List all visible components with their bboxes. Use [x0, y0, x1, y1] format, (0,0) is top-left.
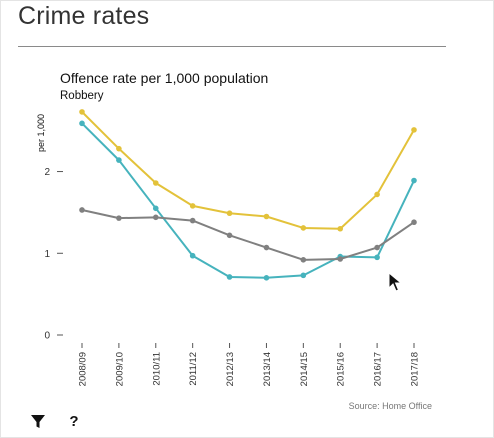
data-point — [116, 157, 122, 163]
data-point — [300, 272, 307, 279]
data-point — [374, 254, 380, 261]
y-tick-label: 2 — [44, 167, 50, 178]
mouse-cursor-icon — [388, 272, 402, 292]
help-button[interactable]: ? — [69, 413, 79, 430]
data-point — [337, 256, 344, 262]
y-tick-label: 1 — [44, 249, 50, 260]
data-point — [79, 207, 85, 213]
data-point — [152, 214, 159, 221]
data-point — [337, 225, 344, 232]
data-point — [374, 191, 380, 198]
filter-button[interactable] — [28, 412, 48, 432]
data-point — [263, 274, 270, 281]
source-note: Source: Home Office — [348, 401, 432, 411]
data-point — [226, 274, 233, 280]
data-point — [411, 177, 417, 184]
data-point — [152, 180, 159, 186]
x-tick-label: 2010/11 — [151, 352, 162, 386]
data-point — [300, 257, 307, 263]
x-tick-label: 2011/12 — [188, 352, 199, 386]
data-point — [411, 127, 417, 133]
x-tick-label: 2015/16 — [336, 352, 347, 386]
data-point — [263, 244, 270, 251]
x-tick-label: 2009/10 — [114, 352, 125, 386]
chart-title: Offence rate per 1,000 population — [60, 70, 269, 86]
title-divider — [18, 46, 446, 47]
chart-subtitle: Robbery — [60, 90, 104, 102]
series-line — [81, 208, 415, 261]
data-point — [300, 225, 307, 231]
data-point — [189, 203, 196, 209]
data-point — [79, 109, 85, 115]
data-point — [152, 205, 159, 212]
data-point — [226, 210, 233, 217]
data-point — [226, 232, 233, 239]
data-point — [374, 244, 380, 251]
y-tick-label: 0 — [44, 331, 50, 342]
x-tick-label: 2017/18 — [410, 352, 421, 386]
x-tick-label: 2013/14 — [262, 352, 273, 386]
x-tick-label: 2016/17 — [373, 352, 384, 386]
series-line — [81, 111, 415, 230]
data-point — [263, 213, 270, 220]
data-point — [79, 120, 85, 127]
data-point — [116, 215, 122, 221]
data-point — [189, 252, 196, 259]
x-tick-label: 2008/09 — [78, 352, 89, 386]
data-point — [411, 219, 417, 226]
filter-icon — [31, 415, 45, 428]
x-tick-label: 2012/13 — [225, 352, 236, 386]
series-line — [81, 122, 415, 279]
data-point — [189, 217, 196, 224]
x-tick-label: 2014/15 — [299, 352, 310, 386]
page-title: Crime rates — [18, 2, 150, 30]
data-point — [116, 145, 122, 152]
